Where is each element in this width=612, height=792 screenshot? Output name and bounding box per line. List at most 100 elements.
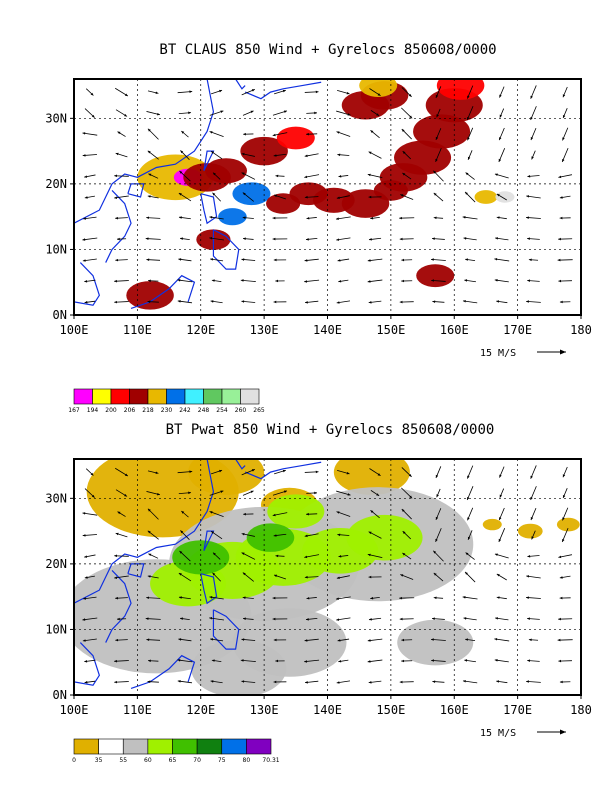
- wind-vector: [84, 575, 95, 579]
- wind-vector: [558, 174, 573, 179]
- panel2-colorbar: 0 35 55 60 65 70 75 80 70.31: [72, 738, 280, 764]
- wind-vector: [436, 108, 441, 118]
- wind-vector: [562, 507, 569, 521]
- wind-vector: [530, 106, 537, 121]
- wind-vector: [561, 147, 569, 163]
- wind-vector: [180, 617, 190, 620]
- wind-vector: [304, 195, 319, 199]
- wind-vector: [304, 279, 320, 283]
- y-tick-label: 20N: [45, 557, 67, 571]
- wind-vector: [432, 680, 445, 683]
- panel2-pwat-field: [74, 459, 580, 695]
- wind-vector: [526, 195, 541, 199]
- wind-vector: [369, 468, 381, 477]
- wind-vector: [530, 85, 537, 99]
- wind-vector: [304, 680, 319, 684]
- wind-vector: [558, 237, 573, 241]
- wind-vector: [337, 89, 350, 95]
- wind-vector: [367, 258, 383, 262]
- wind-vector: [148, 173, 159, 179]
- wind-vector: [527, 279, 540, 282]
- wind-vector: [435, 128, 442, 141]
- wind-vector: [82, 258, 97, 262]
- wind-vector: [336, 131, 351, 137]
- wind-vector: [367, 173, 383, 179]
- colorbar-swatch: [221, 388, 241, 405]
- coastline: [105, 570, 132, 643]
- wind-vector: [209, 616, 225, 621]
- wind-vector: [145, 617, 161, 621]
- panel2-wind-vectors: [82, 465, 573, 684]
- wind-vector: [528, 258, 539, 262]
- colorbar-swatch: [246, 738, 272, 755]
- field-cell: [276, 126, 315, 150]
- panel1-gridlines: [74, 79, 581, 315]
- wind-vector: [305, 617, 318, 621]
- wind-vector: [83, 596, 97, 600]
- panel1-wind-vectors: [82, 85, 573, 304]
- wind-vector: [304, 174, 320, 179]
- wind-vector: [114, 300, 129, 304]
- wind-vector: [117, 511, 126, 517]
- panel1-cloud-field: [126, 79, 515, 310]
- wind-vector: [242, 237, 254, 241]
- wind-vector: [494, 553, 509, 559]
- wind-vector: [114, 680, 129, 684]
- wind-vector: [177, 470, 193, 474]
- coastline: [244, 81, 322, 100]
- wind-vector: [272, 596, 288, 600]
- wind-vector: [401, 638, 413, 642]
- x-tick-label: 150E: [376, 323, 405, 337]
- wind-vector: [559, 680, 571, 684]
- wind-vector: [209, 216, 224, 220]
- wind-vector: [336, 490, 351, 496]
- wind-vector: [336, 195, 350, 200]
- panel2-vector-scale-arrow: [537, 729, 566, 735]
- wind-vector: [82, 638, 97, 642]
- x-tick-label: 170E: [503, 703, 532, 717]
- wind-vector: [242, 216, 254, 220]
- wind-vector: [467, 507, 474, 521]
- wind-vector: [527, 237, 540, 241]
- coastline: [127, 183, 145, 198]
- wind-vector: [433, 216, 444, 220]
- wind-vector: [242, 192, 254, 202]
- wind-vector: [146, 216, 161, 220]
- wind-vector: [115, 109, 128, 117]
- wind-vector: [177, 658, 193, 663]
- wind-vector: [241, 532, 255, 537]
- panel2-title: BT Pwat 850 Wind + Gyrelocs 850608/0000: [166, 422, 495, 438]
- wind-vector: [145, 237, 161, 241]
- wind-vector: [212, 172, 221, 180]
- wind-vector: [401, 258, 413, 262]
- wind-vector: [496, 680, 508, 684]
- wind-vector: [178, 111, 192, 115]
- wind-vector: [498, 127, 505, 141]
- wind-vector: [146, 638, 161, 642]
- wind-vector: [336, 237, 351, 241]
- wind-vector: [116, 617, 127, 621]
- wind-vector: [178, 596, 191, 600]
- wind-vector: [368, 617, 382, 621]
- wind-vector: [147, 195, 159, 199]
- wind-vector: [304, 258, 319, 262]
- wind-vector: [241, 300, 256, 303]
- wind-vector: [435, 86, 442, 99]
- colorbar-label: 254: [216, 407, 228, 414]
- wind-vector: [495, 617, 509, 621]
- wind-vector: [240, 659, 256, 662]
- wind-vector: [402, 150, 412, 160]
- wind-vector: [494, 637, 510, 642]
- wind-vector: [306, 132, 318, 136]
- wind-vector: [114, 554, 129, 558]
- wind-vector: [530, 486, 537, 501]
- coastline: [130, 274, 196, 310]
- wind-vector: [531, 530, 536, 540]
- wind-vector: [399, 237, 414, 241]
- wind-vector: [433, 170, 444, 182]
- wind-vector: [401, 659, 413, 663]
- wind-vector: [177, 278, 193, 283]
- colorbar-label: 230: [161, 407, 173, 414]
- wind-vector: [272, 216, 288, 220]
